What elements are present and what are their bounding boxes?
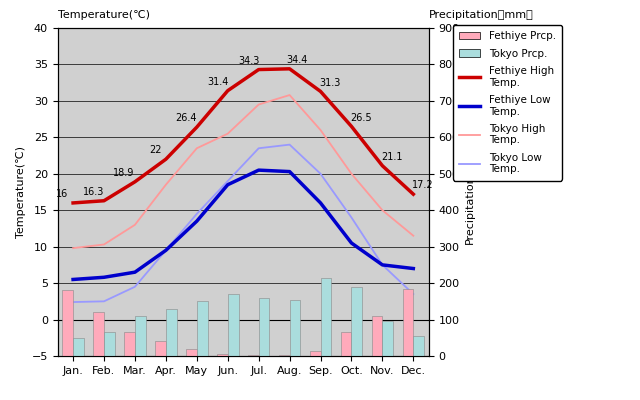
Bar [93, 312, 104, 356]
Text: 26.4: 26.4 [175, 113, 196, 123]
Bar [196, 301, 207, 356]
Text: 26.5: 26.5 [350, 112, 372, 122]
Bar [259, 298, 269, 356]
Bar [166, 309, 177, 356]
Bar [186, 349, 196, 356]
Text: 31.3: 31.3 [319, 78, 340, 88]
Text: 16.3: 16.3 [83, 187, 104, 197]
Bar [104, 332, 115, 356]
Text: 22: 22 [148, 145, 161, 155]
Text: 16: 16 [56, 189, 68, 199]
Text: 34.4: 34.4 [287, 55, 308, 65]
Text: 17.2: 17.2 [412, 180, 433, 190]
Text: 34.3: 34.3 [239, 56, 260, 66]
Bar [217, 354, 228, 356]
Bar [228, 294, 239, 356]
Bar [135, 316, 146, 356]
Bar [62, 290, 73, 356]
Text: 31.4: 31.4 [208, 77, 229, 87]
Text: 21.1: 21.1 [381, 152, 403, 162]
Bar [413, 336, 424, 356]
Bar [279, 355, 289, 356]
Text: 18.9: 18.9 [113, 168, 135, 178]
Legend: Fethiye Prcp., Tokyo Prcp., Fethiye High
Temp., Fethiye Low
Temp., Tokyo High
Te: Fethiye Prcp., Tokyo Prcp., Fethiye High… [453, 25, 562, 180]
Bar [289, 300, 300, 356]
Bar [321, 278, 332, 356]
Bar [310, 350, 321, 356]
Text: Precipitation（mm）: Precipitation（mm） [429, 10, 534, 20]
Bar [403, 288, 413, 356]
Bar [351, 287, 362, 356]
Text: Temperature(℃): Temperature(℃) [58, 10, 150, 20]
Y-axis label: Temperature(℃): Temperature(℃) [16, 146, 26, 238]
Bar [340, 332, 351, 356]
Bar [248, 355, 259, 356]
Bar [155, 342, 166, 356]
Y-axis label: Precipitation（mm）: Precipitation（mm） [465, 140, 476, 244]
Bar [382, 321, 393, 356]
Bar [73, 338, 84, 356]
Bar [124, 332, 135, 356]
Bar [372, 316, 382, 356]
